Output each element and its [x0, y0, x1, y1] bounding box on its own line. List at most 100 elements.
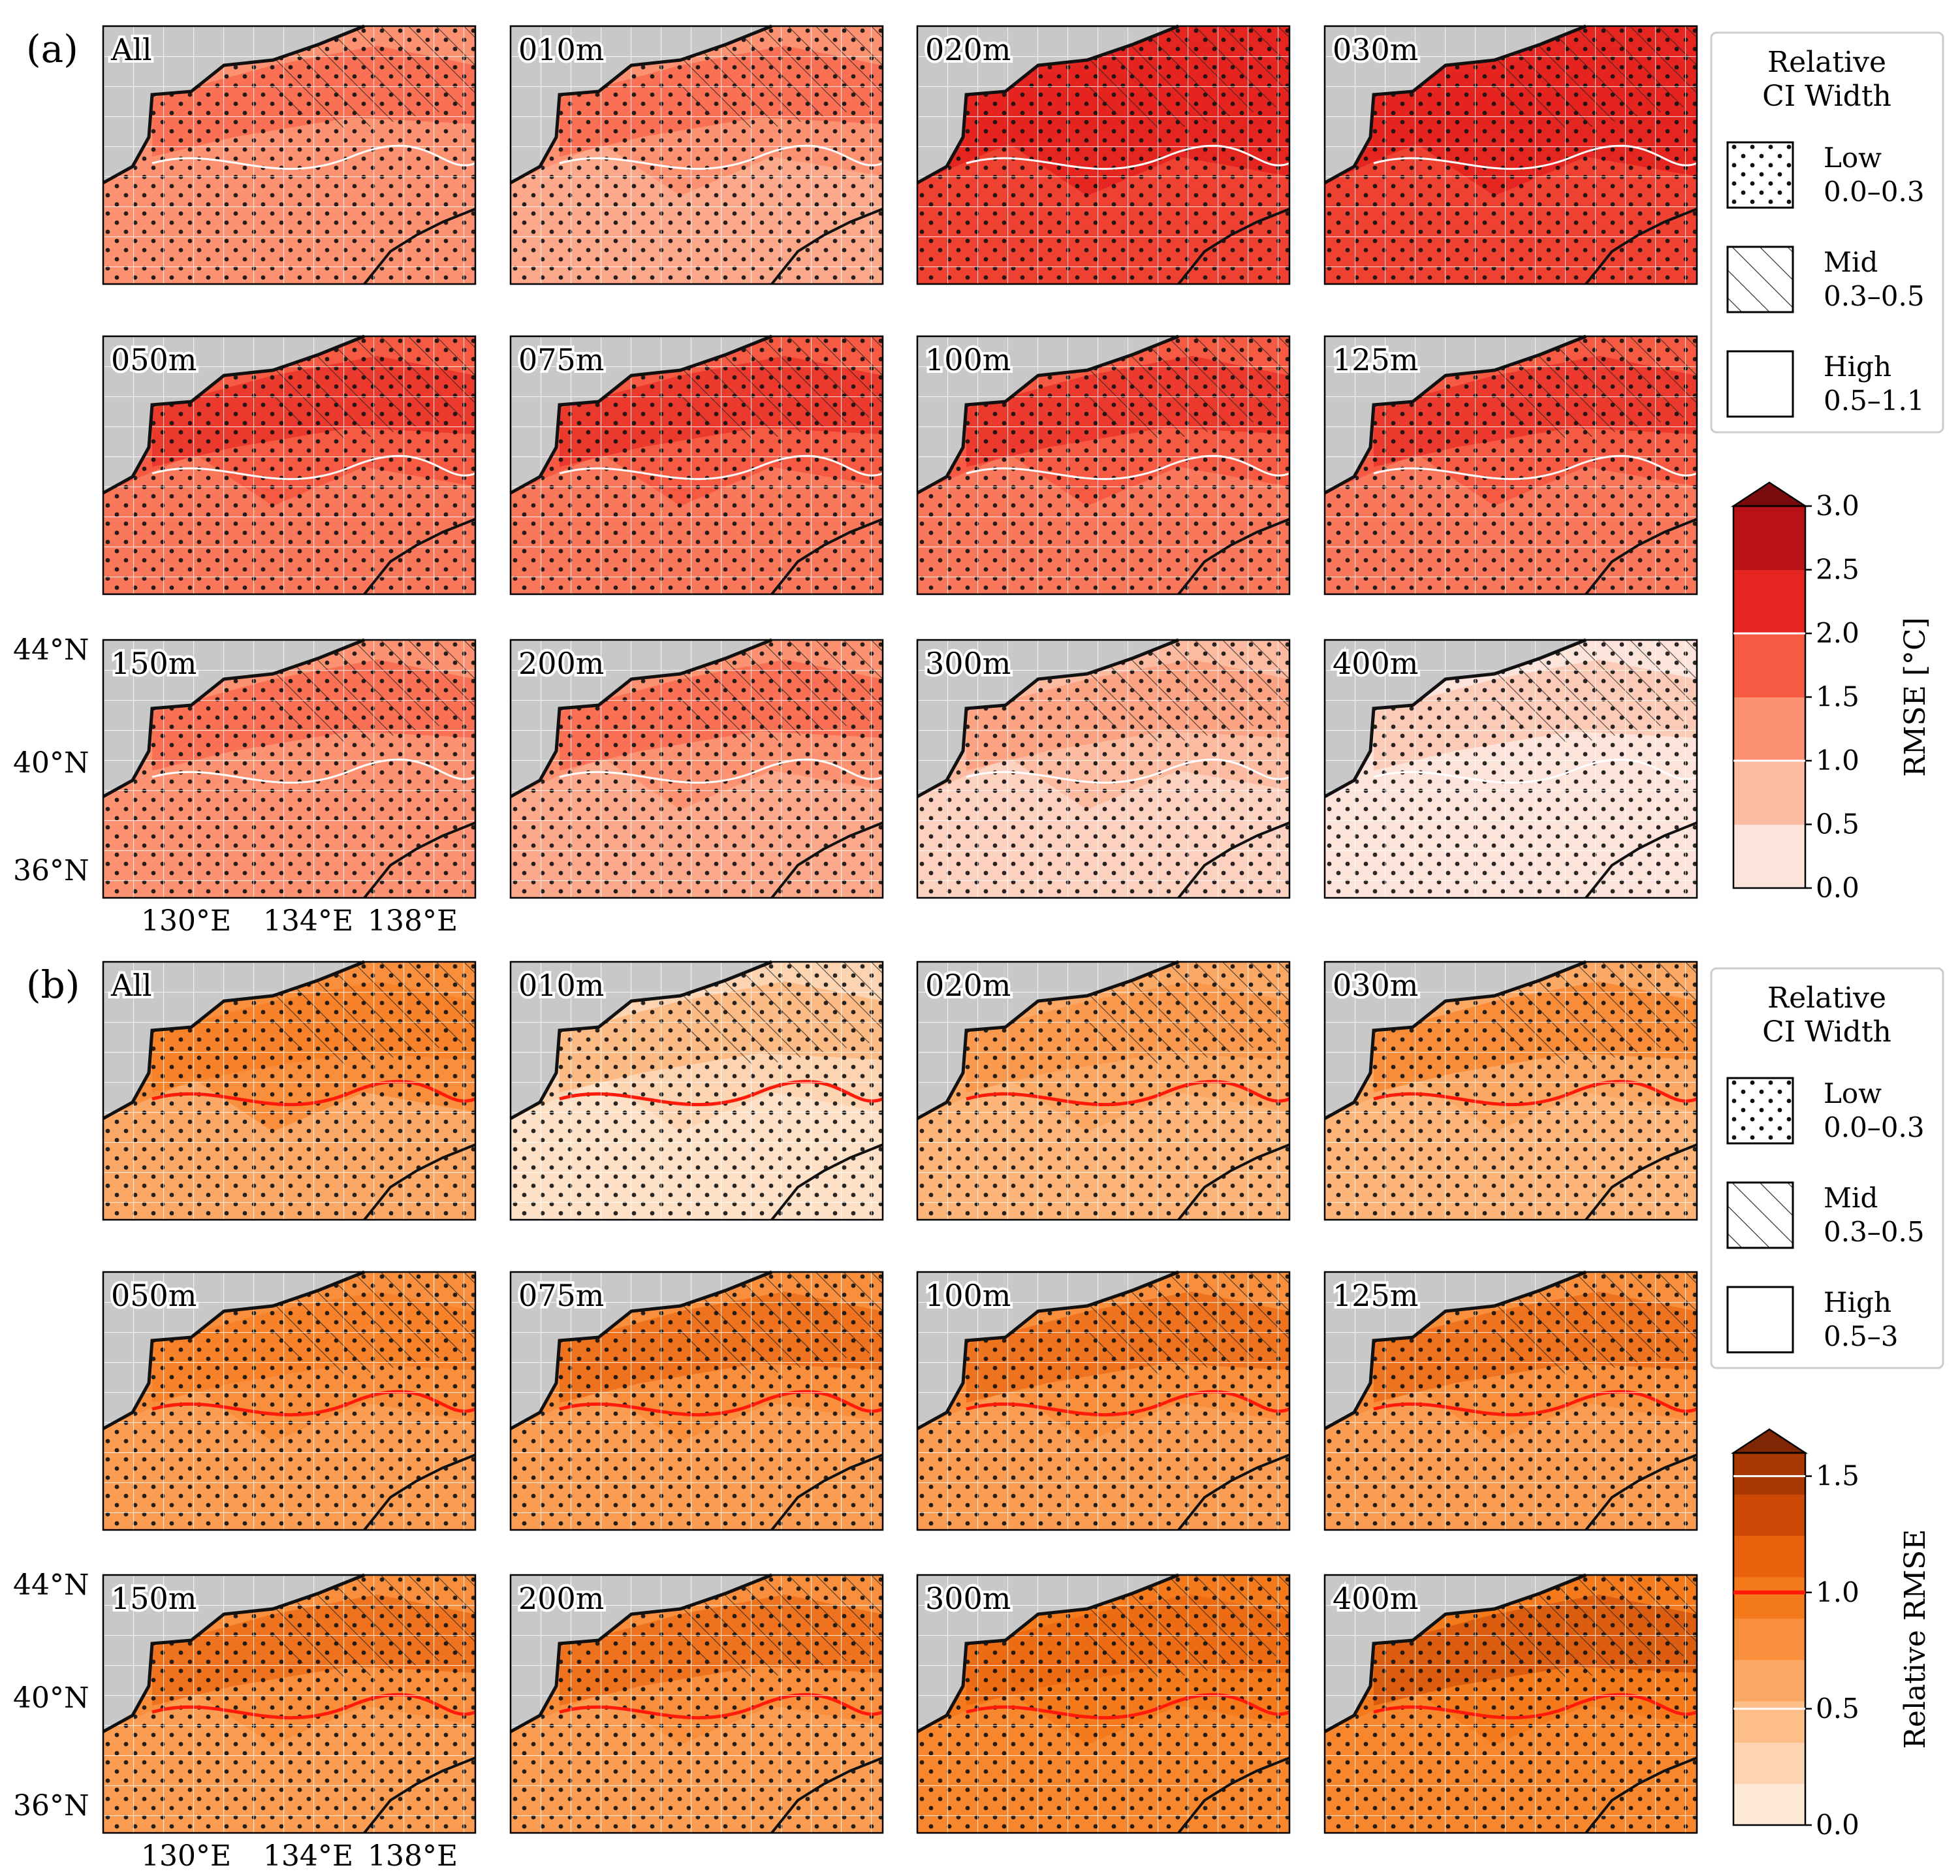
- map-subplot: 150m: [102, 638, 477, 899]
- colorbar-segment: [1733, 1494, 1805, 1536]
- depth-label: 010m: [518, 968, 604, 1003]
- map-subplot: 010m: [509, 960, 884, 1221]
- map-frame: [1323, 1574, 1698, 1834]
- map-subplot: 075m: [509, 334, 884, 596]
- colorbar-segment: [1733, 761, 1805, 825]
- colorbar-tick-label: 2.5: [1816, 554, 1859, 586]
- panel-a: (a) All 010m 020m 030m 050m 075m 100m 125m 150m 20…: [13, 24, 1944, 938]
- coastline-japan: [1177, 1454, 1290, 1531]
- legend-swatch-diagonal: [1726, 1181, 1794, 1249]
- graticule: [511, 1272, 883, 1530]
- depth-label: 150m: [111, 1581, 197, 1616]
- coastline: [509, 334, 772, 495]
- depth-label: 125m: [1333, 342, 1418, 377]
- graticule: [103, 640, 475, 898]
- colorbar-frame: [1732, 1452, 1807, 1826]
- coastline: [102, 960, 365, 1121]
- legend-title: CI Width: [1762, 80, 1891, 113]
- lon-tick-label: 130°E: [141, 904, 231, 938]
- map-subplot: 100m: [916, 1270, 1291, 1531]
- coastline: [916, 24, 1179, 185]
- colorbar-tick-label: 3.0: [1816, 490, 1859, 522]
- graticule: [917, 962, 1289, 1220]
- colorbar-segment: [1733, 633, 1805, 697]
- graticule: [511, 962, 883, 1220]
- coastline: [916, 638, 1179, 799]
- colorbar-segment: [1733, 569, 1805, 634]
- depth-label: 030m: [1333, 32, 1418, 67]
- map-subplot: 030m: [1323, 960, 1698, 1221]
- colorbar-segment: [1733, 1742, 1805, 1785]
- legend-frame: [1710, 967, 1944, 1369]
- colorbar-tick-label: 0.5: [1816, 1693, 1859, 1725]
- map-subplot: 020m: [916, 24, 1291, 285]
- graticule: [103, 1575, 475, 1833]
- map-frame: [1323, 25, 1698, 285]
- map-frame: [509, 335, 884, 596]
- graticule: [1325, 1272, 1697, 1530]
- legend-title: CI Width: [1762, 1015, 1891, 1049]
- legend-swatch-none: [1726, 1286, 1794, 1354]
- map-frame: [102, 25, 477, 285]
- depth-label: 100m: [925, 342, 1011, 377]
- coastline: [509, 1270, 772, 1431]
- legend-title: Relative: [1767, 46, 1886, 79]
- coastline: [1323, 1573, 1587, 1734]
- coastline-japan: [1177, 821, 1290, 899]
- legend-item-label: Low: [1824, 142, 1882, 174]
- legend-swatch-diagonal: [1726, 246, 1794, 313]
- coastline-japan: [363, 1454, 476, 1531]
- coastline: [102, 334, 365, 495]
- coastline-japan: [770, 208, 883, 285]
- graticule: [1325, 336, 1697, 594]
- map-frame: [102, 639, 477, 899]
- graticule: [103, 962, 475, 1220]
- map-frame: [1323, 335, 1698, 596]
- graticule: [103, 26, 475, 284]
- colorbar-segment: [1733, 1577, 1805, 1619]
- coastline-japan: [770, 1757, 883, 1834]
- panel-b: (b) All 010m 020m 030m 050m 075m 100m 125m 150m 20…: [13, 960, 1944, 1873]
- coastline-japan: [770, 518, 883, 596]
- depth-label: 150m: [111, 646, 197, 681]
- coastline: [1323, 638, 1587, 799]
- coastline-japan: [770, 1143, 883, 1221]
- graticule: [917, 26, 1289, 284]
- panel-letter: (a): [26, 27, 78, 71]
- coastline: [916, 1573, 1179, 1734]
- depth-label: 050m: [111, 1278, 197, 1313]
- legend-swatch-dots: [1726, 1077, 1794, 1145]
- map-subplot: 010m: [509, 24, 884, 285]
- coastline: [509, 24, 772, 185]
- coastline: [1323, 960, 1587, 1121]
- map-frame: [916, 1574, 1291, 1834]
- map-subplot: 125m: [1323, 334, 1698, 596]
- colorbar-tick-label: 0.5: [1816, 808, 1859, 840]
- map-subplot: 075m: [509, 1270, 884, 1531]
- map-subplot: 150m: [102, 1573, 477, 1834]
- map-frame: [1323, 639, 1698, 899]
- coastline-japan: [1177, 518, 1290, 596]
- panels-root: (a) All 010m 020m 030m 050m 075m 100m 125m 150m 20…: [13, 24, 1944, 1873]
- graticule: [1325, 26, 1697, 284]
- map-frame: [509, 961, 884, 1221]
- colorbar: 0.0 0.5 1.0 1.5 Relative RMSE: [1730, 1428, 1932, 1841]
- coastline: [509, 638, 772, 799]
- colorbar-tick-label: 0.0: [1816, 872, 1859, 904]
- map-subplot: All: [102, 24, 477, 285]
- legend-item-label: Low: [1824, 1077, 1882, 1109]
- colorbar-segment: [1733, 1618, 1805, 1661]
- map-frame: [102, 1271, 477, 1531]
- coastline-japan: [1585, 821, 1698, 899]
- coastline: [1323, 1270, 1587, 1431]
- colorbar-segment: [1733, 1701, 1805, 1743]
- map-subplot: 100m: [916, 334, 1291, 596]
- coastline: [1323, 334, 1587, 495]
- graticule: [917, 336, 1289, 594]
- graticule: [103, 1272, 475, 1530]
- graticule: [1325, 962, 1697, 1220]
- depth-label: All: [110, 32, 152, 67]
